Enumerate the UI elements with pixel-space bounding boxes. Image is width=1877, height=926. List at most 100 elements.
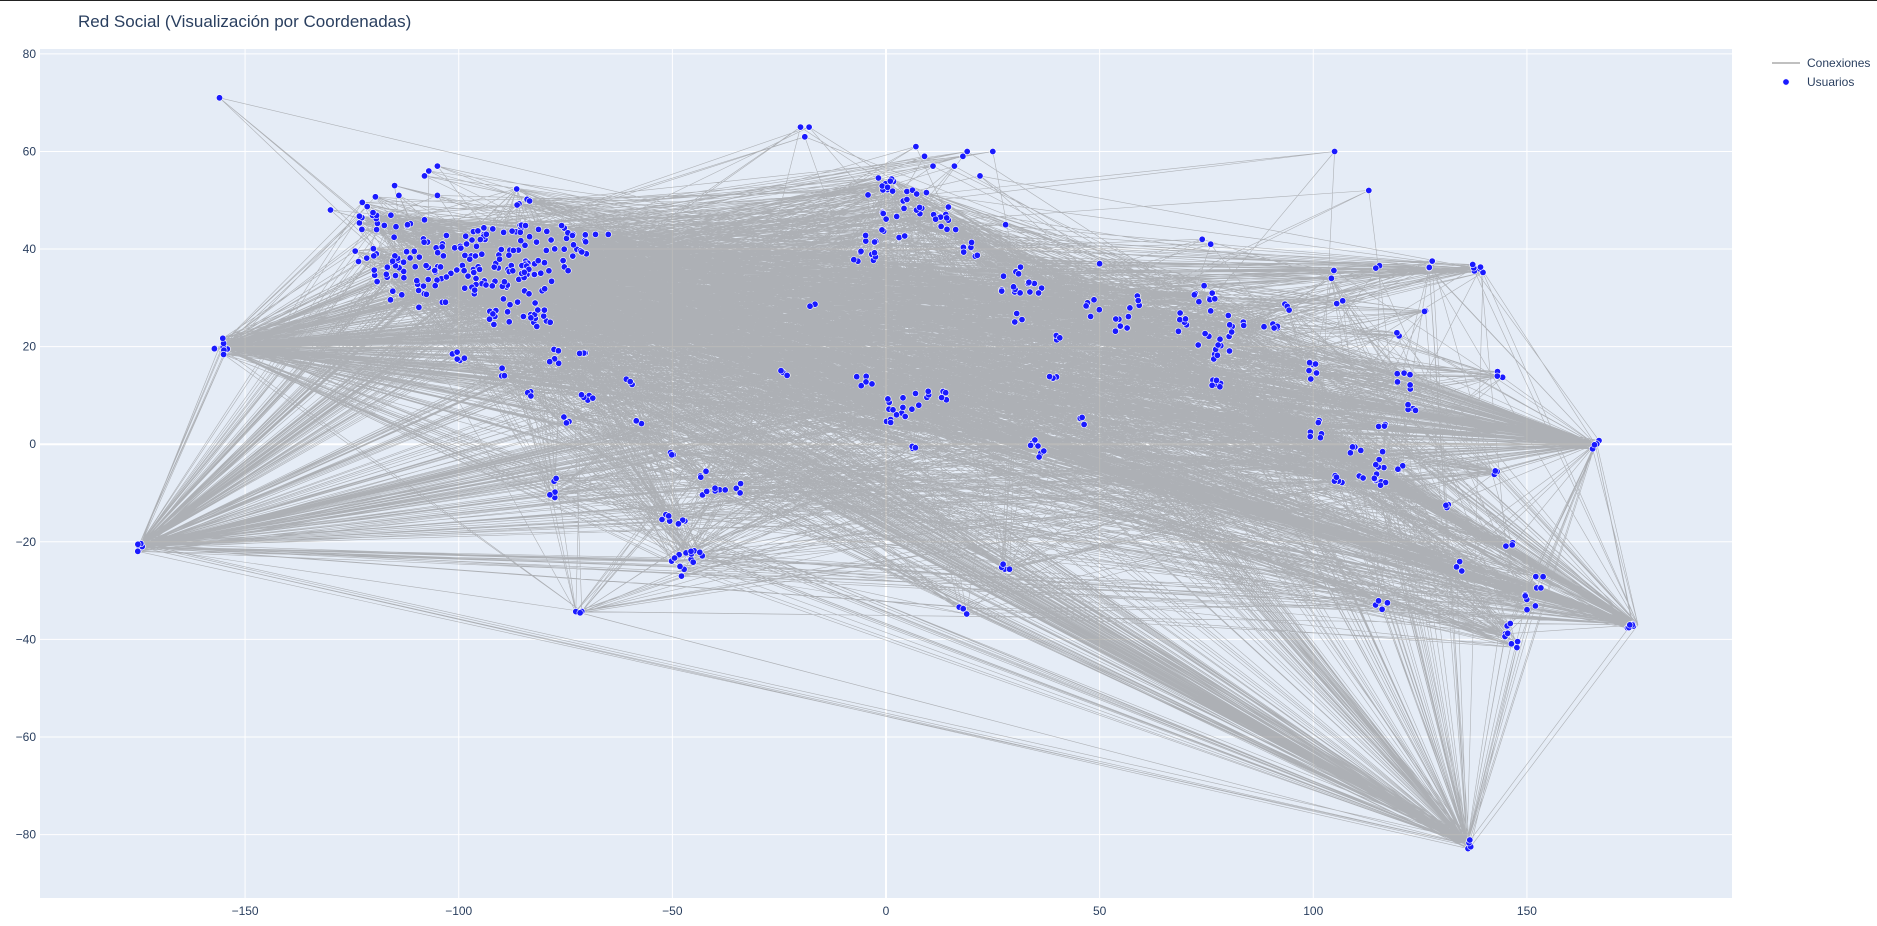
user-node[interactable] — [389, 257, 397, 265]
user-node[interactable] — [1216, 335, 1224, 343]
user-node[interactable] — [1305, 367, 1313, 375]
user-node[interactable] — [1591, 441, 1599, 449]
user-node[interactable] — [568, 232, 576, 240]
user-node[interactable] — [134, 547, 142, 555]
user-node[interactable] — [604, 230, 612, 238]
user-node[interactable] — [453, 266, 461, 274]
user-node[interactable] — [326, 206, 334, 214]
user-node[interactable] — [1240, 321, 1248, 329]
user-node[interactable] — [1469, 260, 1477, 268]
user-node[interactable] — [1330, 266, 1338, 274]
user-node[interactable] — [1027, 441, 1035, 449]
legend[interactable]: Conexiones Usuarios — [1772, 56, 1870, 89]
user-node[interactable] — [468, 236, 476, 244]
user-node[interactable] — [916, 203, 924, 211]
user-node[interactable] — [1025, 278, 1033, 286]
user-node[interactable] — [400, 258, 408, 266]
user-node[interactable] — [516, 228, 524, 236]
user-node[interactable] — [1111, 327, 1119, 335]
user-node[interactable] — [433, 191, 441, 199]
user-node[interactable] — [419, 282, 427, 290]
user-node[interactable] — [1456, 558, 1464, 566]
user-node[interactable] — [853, 373, 861, 381]
user-node[interactable] — [736, 489, 744, 497]
user-node[interactable] — [1506, 619, 1514, 627]
user-node[interactable] — [1078, 413, 1086, 421]
user-node[interactable] — [413, 277, 421, 285]
user-node[interactable] — [581, 231, 589, 239]
user-node[interactable] — [999, 272, 1007, 280]
user-node[interactable] — [540, 306, 548, 314]
legend-item-conexiones[interactable]: Conexiones — [1772, 56, 1870, 70]
user-node[interactable] — [541, 285, 549, 293]
user-node[interactable] — [513, 201, 521, 209]
user-node[interactable] — [703, 487, 711, 495]
user-node[interactable] — [496, 255, 504, 263]
user-node[interactable] — [806, 302, 814, 310]
user-node[interactable] — [850, 256, 858, 264]
user-node[interactable] — [952, 226, 960, 234]
user-node[interactable] — [1201, 330, 1209, 338]
user-node[interactable] — [514, 298, 522, 306]
user-node[interactable] — [220, 350, 228, 358]
user-node[interactable] — [963, 148, 971, 156]
user-node[interactable] — [1194, 341, 1202, 349]
user-node[interactable] — [543, 227, 551, 235]
user-node[interactable] — [884, 183, 892, 191]
user-node[interactable] — [464, 272, 472, 280]
user-node[interactable] — [1016, 263, 1024, 271]
user-node[interactable] — [554, 347, 562, 355]
user-node[interactable] — [677, 572, 685, 580]
user-node[interactable] — [665, 512, 673, 520]
user-node[interactable] — [671, 554, 679, 562]
user-node[interactable] — [391, 182, 399, 190]
user-node[interactable] — [801, 133, 809, 141]
user-node[interactable] — [915, 401, 923, 409]
user-node[interactable] — [1531, 602, 1539, 610]
user-node[interactable] — [431, 266, 439, 274]
user-node[interactable] — [485, 315, 493, 323]
user-node[interactable] — [777, 367, 785, 375]
user-node[interactable] — [1195, 298, 1203, 306]
user-node[interactable] — [1035, 453, 1043, 461]
user-node[interactable] — [489, 310, 497, 318]
user-node[interactable] — [1208, 381, 1216, 389]
user-node[interactable] — [410, 247, 418, 255]
user-node[interactable] — [363, 254, 371, 262]
user-node[interactable] — [1214, 341, 1222, 349]
user-node[interactable] — [519, 312, 527, 320]
user-node[interactable] — [463, 240, 471, 248]
user-node[interactable] — [216, 94, 224, 102]
user-node[interactable] — [889, 406, 897, 414]
user-node[interactable] — [1112, 315, 1120, 323]
user-node[interactable] — [1394, 465, 1402, 473]
user-node[interactable] — [453, 355, 461, 363]
user-node[interactable] — [1383, 599, 1391, 607]
user-node[interactable] — [533, 322, 541, 330]
user-node[interactable] — [370, 252, 378, 260]
user-node[interactable] — [382, 270, 390, 278]
user-node[interactable] — [569, 252, 577, 260]
user-node[interactable] — [540, 259, 548, 267]
user-node[interactable] — [1285, 306, 1293, 314]
user-node[interactable] — [963, 610, 971, 618]
user-node[interactable] — [1312, 360, 1320, 368]
user-node[interactable] — [989, 148, 997, 156]
user-node[interactable] — [1228, 328, 1236, 336]
user-node[interactable] — [1477, 263, 1485, 271]
user-node[interactable] — [944, 203, 952, 211]
user-node[interactable] — [737, 480, 745, 488]
user-node[interactable] — [210, 345, 218, 353]
user-node[interactable] — [383, 263, 391, 271]
user-node[interactable] — [1404, 401, 1412, 409]
user-node[interactable] — [1333, 473, 1341, 481]
user-node[interactable] — [1182, 315, 1190, 323]
user-node[interactable] — [1224, 311, 1232, 319]
user-node[interactable] — [960, 248, 968, 256]
user-node[interactable] — [369, 245, 377, 253]
user-node[interactable] — [530, 270, 538, 278]
user-node[interactable] — [882, 215, 890, 223]
user-node[interactable] — [534, 257, 542, 265]
user-node[interactable] — [864, 191, 872, 199]
user-node[interactable] — [942, 389, 950, 397]
